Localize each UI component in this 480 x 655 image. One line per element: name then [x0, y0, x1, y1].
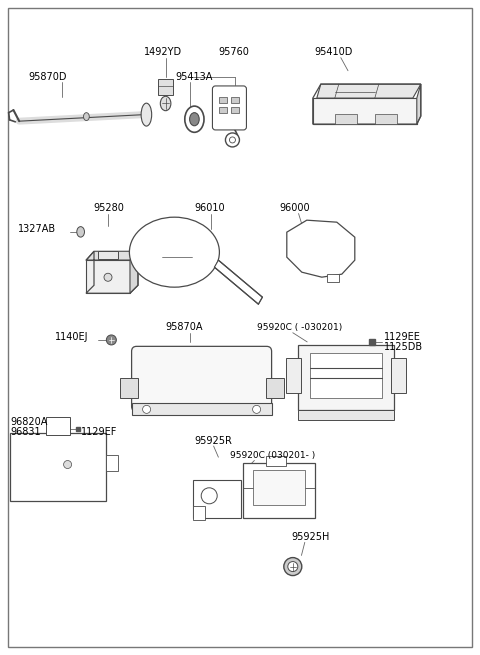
Bar — [310, 353, 382, 398]
Polygon shape — [317, 84, 421, 98]
Text: 95925H: 95925H — [292, 532, 330, 542]
Bar — [193, 506, 205, 520]
Bar — [253, 470, 305, 505]
Text: 96820A: 96820A — [11, 417, 48, 428]
Polygon shape — [417, 84, 421, 124]
Text: 95870D: 95870D — [29, 72, 67, 83]
Ellipse shape — [226, 133, 240, 147]
Bar — [243, 463, 315, 518]
Ellipse shape — [141, 103, 152, 126]
Bar — [98, 252, 118, 259]
Text: 95870A: 95870A — [166, 322, 203, 333]
Text: 95413A: 95413A — [175, 72, 213, 83]
Text: 95760: 95760 — [218, 47, 249, 58]
Text: 95925R: 95925R — [194, 436, 232, 446]
Ellipse shape — [190, 113, 199, 126]
Text: 1140EJ: 1140EJ — [55, 332, 89, 343]
Polygon shape — [215, 260, 263, 304]
Bar — [265, 379, 284, 398]
Bar — [266, 456, 286, 466]
Ellipse shape — [201, 488, 217, 504]
Polygon shape — [287, 220, 355, 277]
Bar — [120, 379, 138, 398]
Text: 95920C ( -030201): 95920C ( -030201) — [257, 323, 342, 332]
Text: 1327AB: 1327AB — [18, 224, 56, 234]
Bar — [335, 114, 357, 124]
Ellipse shape — [63, 460, 72, 468]
Ellipse shape — [288, 561, 298, 572]
Ellipse shape — [143, 405, 151, 413]
Text: 95920C (030201- ): 95920C (030201- ) — [230, 451, 316, 460]
Bar — [391, 358, 406, 394]
Ellipse shape — [229, 137, 235, 143]
Text: 1129EE: 1129EE — [384, 332, 421, 343]
Bar — [219, 107, 228, 113]
FancyBboxPatch shape — [132, 346, 272, 411]
Text: 95410D: 95410D — [314, 47, 353, 58]
Bar — [219, 97, 228, 103]
Text: 1129EF: 1129EF — [81, 427, 117, 438]
Bar — [46, 417, 70, 434]
FancyBboxPatch shape — [213, 86, 246, 130]
Ellipse shape — [252, 405, 261, 413]
Ellipse shape — [130, 217, 219, 287]
Ellipse shape — [107, 335, 116, 345]
Polygon shape — [313, 98, 417, 124]
Ellipse shape — [104, 273, 112, 281]
Polygon shape — [130, 252, 138, 293]
Bar — [158, 79, 173, 95]
Polygon shape — [86, 260, 130, 293]
Bar — [231, 97, 240, 103]
Text: 1492YD: 1492YD — [144, 47, 182, 58]
Text: 1125DB: 1125DB — [384, 342, 423, 352]
Bar — [298, 410, 394, 421]
Bar — [375, 114, 397, 124]
Polygon shape — [313, 98, 417, 124]
Bar — [106, 455, 118, 470]
Bar — [231, 107, 240, 113]
Bar — [10, 432, 106, 500]
Ellipse shape — [77, 227, 84, 237]
Bar — [132, 403, 272, 415]
Polygon shape — [86, 252, 138, 260]
Bar — [193, 480, 241, 518]
Bar — [286, 358, 300, 394]
Bar — [327, 274, 339, 282]
Text: 96831: 96831 — [11, 427, 41, 438]
Ellipse shape — [185, 106, 204, 132]
Text: 95280: 95280 — [94, 203, 124, 214]
Ellipse shape — [284, 557, 302, 576]
Bar — [298, 345, 394, 410]
Text: 96010: 96010 — [194, 203, 225, 214]
Ellipse shape — [160, 96, 171, 111]
Text: 96000: 96000 — [279, 203, 310, 214]
Ellipse shape — [84, 113, 89, 121]
